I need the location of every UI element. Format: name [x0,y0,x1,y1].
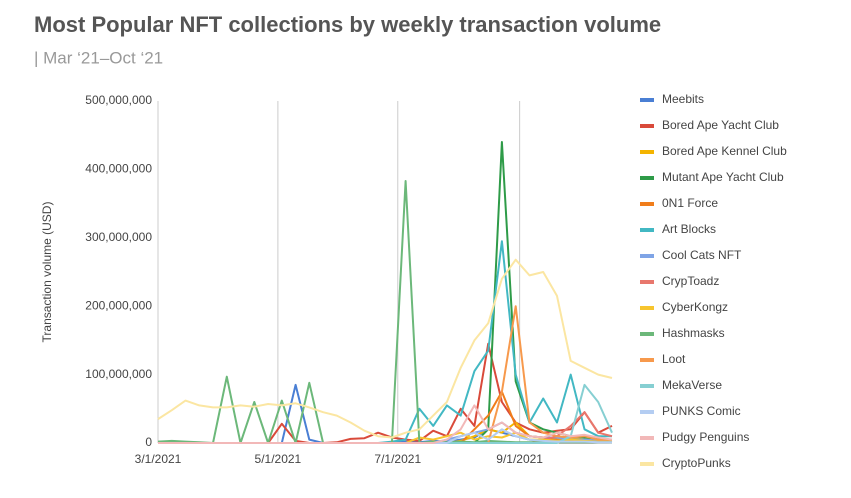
y-tick-label: 200,000,000 [85,298,152,312]
legend-label: Mutant Ape Yacht Club [662,170,784,184]
legend-label: PUNKS Comic [662,404,741,418]
legend-swatch [640,98,654,102]
legend-label: Hashmasks [662,326,725,340]
legend-label: Pudgy Penguins [662,430,749,444]
series-line [157,180,612,444]
legend-swatch [640,462,654,466]
legend-label: Cool Cats NFT [662,248,742,262]
chart-subtitle: | Mar ‘21–Oct ‘21 [34,48,163,67]
series-line [158,305,612,444]
series-line [158,342,613,444]
legend-swatch [640,228,654,232]
legend-label: Art Blocks [662,222,716,236]
x-tick-label: 5/1/2021 [255,452,302,466]
y-tick-label: 400,000,000 [85,162,152,176]
legend-label: 0N1 Force [662,196,718,210]
y-tick-label: 300,000,000 [85,230,152,244]
legend-swatch [640,280,654,284]
legend-swatch [640,332,654,336]
y-axis-label: Transaction volume (USD) [40,202,54,343]
legend-swatch [640,306,654,310]
legend-swatch [640,124,654,128]
y-tick-label: 100,000,000 [85,367,152,381]
legend-swatch [640,410,654,414]
legend-swatch [640,384,654,388]
legend-label: Loot [662,352,686,366]
legend-swatch [640,358,654,362]
legend-label: Bored Ape Yacht Club [662,118,779,132]
legend-label: CrypToadz [662,274,719,288]
legend-label: Meebits [662,92,704,106]
series-line [157,258,613,439]
legend-swatch [640,176,654,180]
x-tick-label: 7/1/2021 [374,452,421,466]
legend-swatch [640,150,654,154]
x-tick-label: 3/1/2021 [135,452,182,466]
x-tick-label: 9/1/2021 [496,452,543,466]
legend-label: CyberKongz [662,300,728,314]
legend-label: MekaVerse [662,378,722,392]
legend-swatch [640,202,654,206]
series-line [158,404,613,444]
y-tick-label: 0 [145,435,152,449]
legend-label: CryptoPunks [662,456,731,470]
y-tick-label: 500,000,000 [85,93,152,107]
legend-label: Bored Ape Kennel Club [662,144,787,158]
legend-swatch [640,436,654,440]
legend-swatch [640,254,654,258]
chart-title: Most Popular NFT collections by weekly t… [34,12,661,37]
